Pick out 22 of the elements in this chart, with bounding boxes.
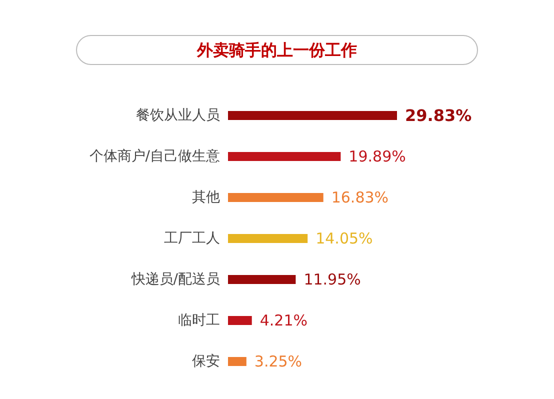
bar xyxy=(228,193,324,202)
bar xyxy=(228,152,341,161)
bar xyxy=(228,234,308,243)
y-tick-label: 其他 xyxy=(192,190,220,206)
bar xyxy=(228,275,296,284)
data-label: 14.05% xyxy=(316,230,373,248)
chart-title: 外卖骑手的上一份工作 xyxy=(196,40,357,60)
y-tick-label: 保安 xyxy=(192,354,220,370)
data-label: 4.21% xyxy=(260,312,308,330)
y-tick-label: 个体商户/自己做生意 xyxy=(89,148,220,164)
bar xyxy=(228,111,397,120)
data-label: 3.25% xyxy=(254,352,302,370)
bar xyxy=(228,357,246,366)
y-tick-label: 餐饮从业人员 xyxy=(136,108,220,124)
y-tick-label: 快递员/配送员 xyxy=(130,272,220,288)
y-tick-label: 临时工 xyxy=(178,312,220,328)
data-label: 11.95% xyxy=(304,270,361,288)
y-tick-label: 工厂工人 xyxy=(164,230,220,246)
data-label: 29.83% xyxy=(405,106,472,125)
bar xyxy=(228,316,252,325)
data-label: 19.89% xyxy=(348,148,406,166)
data-label: 16.83% xyxy=(331,188,389,206)
